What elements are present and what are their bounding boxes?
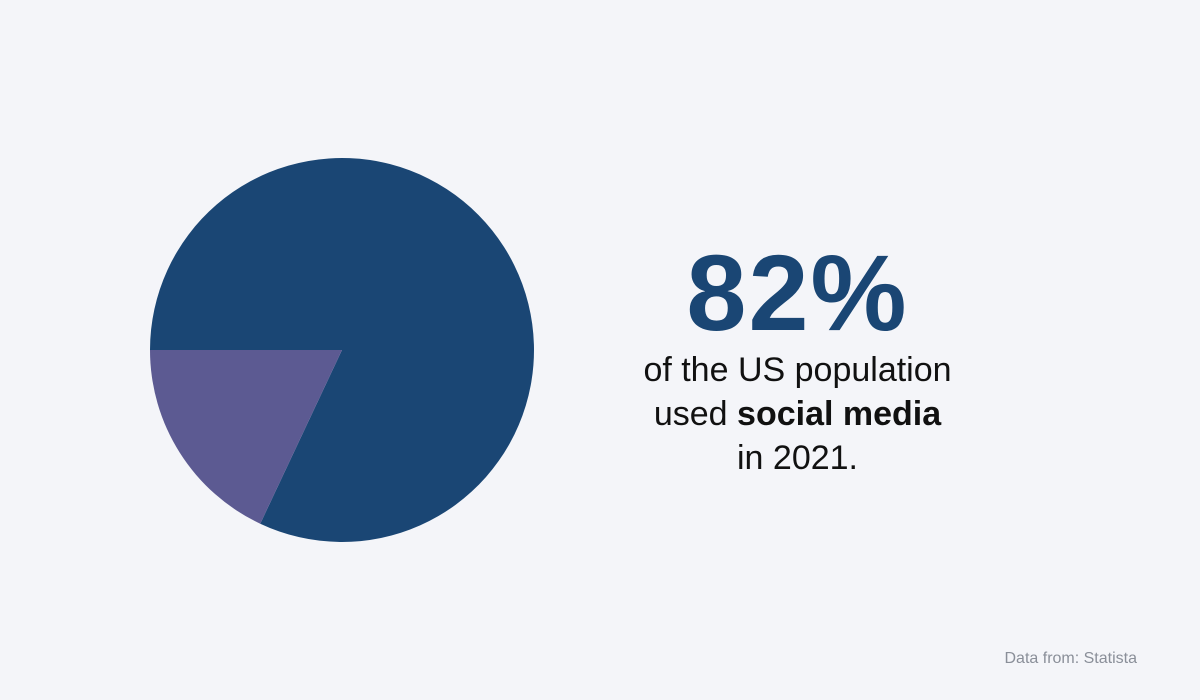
stat-line-2-prefix: used	[653, 395, 738, 433]
pie-chart	[150, 158, 534, 542]
stat-block: 82% of the US population used social med…	[570, 238, 1025, 480]
stat-description: of the US population used social media i…	[570, 348, 1025, 480]
pie-slice-1	[150, 350, 342, 524]
stat-line-2: used social media	[570, 392, 1025, 436]
stat-highlight: social media	[737, 395, 942, 433]
stat-line-3: in 2021.	[737, 439, 858, 477]
stat-value: 82%	[686, 232, 909, 353]
stat-line-1: of the US population	[643, 351, 952, 389]
source-note: Data from: Statista	[1004, 650, 1138, 667]
